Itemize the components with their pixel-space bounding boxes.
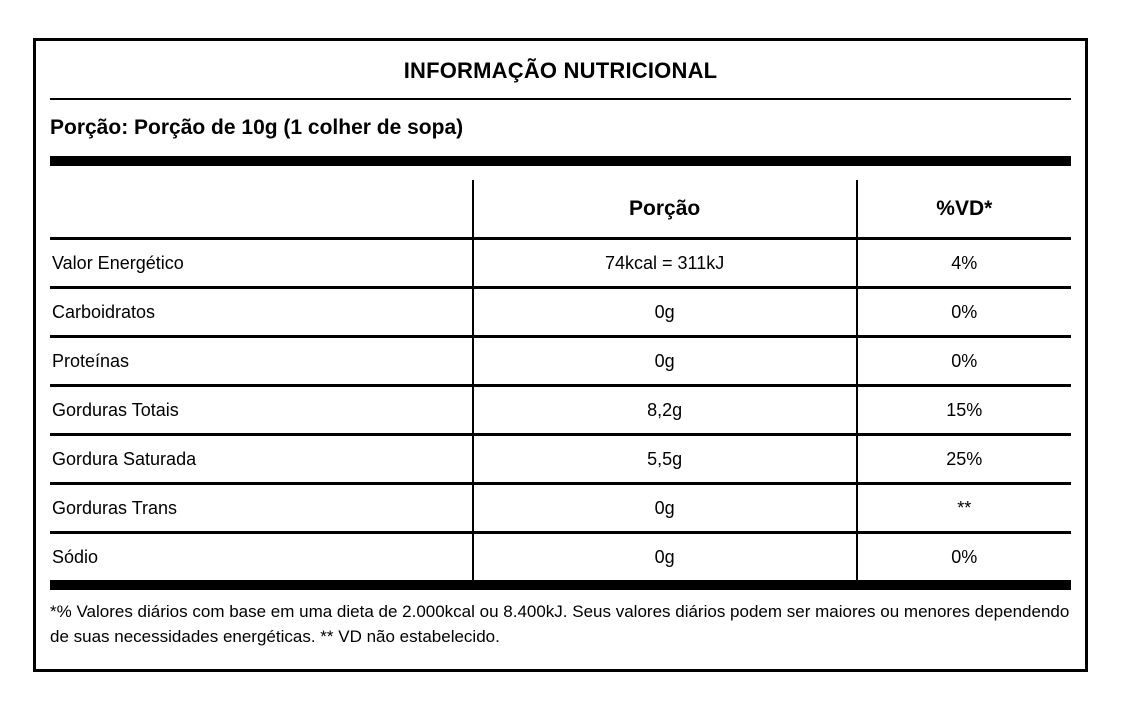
footnote: *% Valores diários com base em uma dieta… bbox=[50, 602, 1070, 646]
table-row: Valor Energético 74kcal = 311kJ 4% bbox=[50, 238, 1071, 289]
title-divider bbox=[50, 98, 1071, 100]
row-vd-value: 4% bbox=[855, 238, 1071, 289]
table-header-row: Porção %VD* bbox=[50, 180, 1071, 240]
thick-divider-bottom bbox=[50, 580, 1071, 590]
column-header-portion: Porção bbox=[471, 180, 857, 240]
serving-size-line: Porção: Porção de 10g (1 colher de sopa) bbox=[50, 116, 464, 139]
row-vd-value: 0% bbox=[855, 532, 1071, 580]
column-header-nutrient bbox=[50, 180, 473, 240]
row-label: Proteínas bbox=[50, 336, 473, 387]
table-row: Gorduras Trans 0g ** bbox=[50, 483, 1071, 534]
table-row: Sódio 0g 0% bbox=[50, 532, 1071, 580]
row-label: Carboidratos bbox=[50, 287, 473, 338]
row-vd-value: 15% bbox=[855, 385, 1071, 436]
thick-divider-top bbox=[50, 156, 1071, 166]
label-title: INFORMAÇÃO NUTRICIONAL bbox=[403, 58, 718, 83]
row-portion-value: 8,2g bbox=[471, 385, 857, 436]
column-header-vd: %VD* bbox=[855, 180, 1071, 240]
row-label: Valor Energético bbox=[50, 238, 473, 289]
row-vd-value: 25% bbox=[855, 434, 1071, 485]
row-label: Gordura Saturada bbox=[50, 434, 473, 485]
nutrition-table: Porção %VD* Valor Energético 74kcal = 31… bbox=[50, 180, 1071, 580]
table-row: Gorduras Totais 8,2g 15% bbox=[50, 385, 1071, 436]
row-portion-value: 0g bbox=[471, 287, 857, 338]
row-portion-value: 0g bbox=[471, 532, 857, 580]
table-row: Gordura Saturada 5,5g 25% bbox=[50, 434, 1071, 485]
row-label: Gorduras Totais bbox=[50, 385, 473, 436]
row-portion-value: 0g bbox=[471, 483, 857, 534]
table-row: Proteínas 0g 0% bbox=[50, 336, 1071, 387]
row-vd-value: 0% bbox=[855, 287, 1071, 338]
row-portion-value: 0g bbox=[471, 336, 857, 387]
table-row: Carboidratos 0g 0% bbox=[50, 287, 1071, 338]
row-portion-value: 74kcal = 311kJ bbox=[471, 238, 857, 289]
nutrition-label: INFORMAÇÃO NUTRICIONAL Porção: Porção de… bbox=[33, 38, 1088, 672]
row-vd-value: 0% bbox=[855, 336, 1071, 387]
row-vd-value: ** bbox=[855, 483, 1071, 534]
row-label: Gorduras Trans bbox=[50, 483, 473, 534]
table-gap bbox=[50, 166, 1071, 180]
row-portion-value: 5,5g bbox=[471, 434, 857, 485]
row-label: Sódio bbox=[52, 546, 99, 567]
